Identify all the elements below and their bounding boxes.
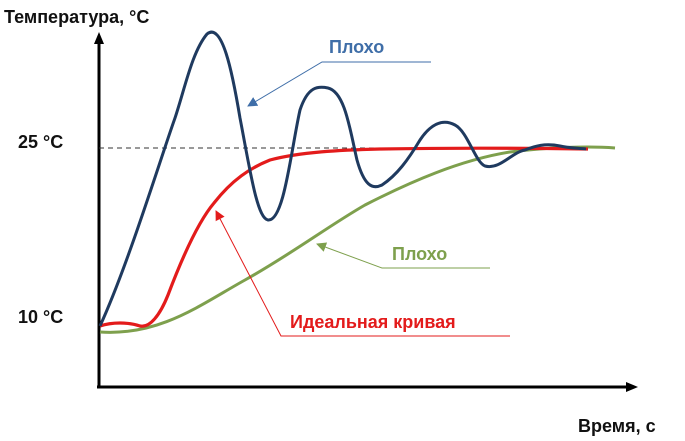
x-axis-title: Время, с (578, 416, 656, 436)
ideal-label-leader (215, 210, 510, 337)
slow-response-curve (99, 145, 616, 334)
slow-curve-label: Плохо (392, 244, 448, 264)
slow-label-leader (316, 242, 490, 269)
tick-label-10: 10 °C (18, 307, 64, 327)
ideal-curve-label: Идеальная кривая (290, 312, 456, 332)
oscillating-curve-label: Плохо (329, 37, 385, 57)
y-axis-title: Температура, °C (4, 7, 150, 27)
oscillating-label-leader (247, 61, 431, 107)
tick-label-25: 25 °C (18, 132, 64, 152)
oscillating-response-curve (98, 30, 587, 327)
ideal-response-curve (99, 146, 589, 328)
